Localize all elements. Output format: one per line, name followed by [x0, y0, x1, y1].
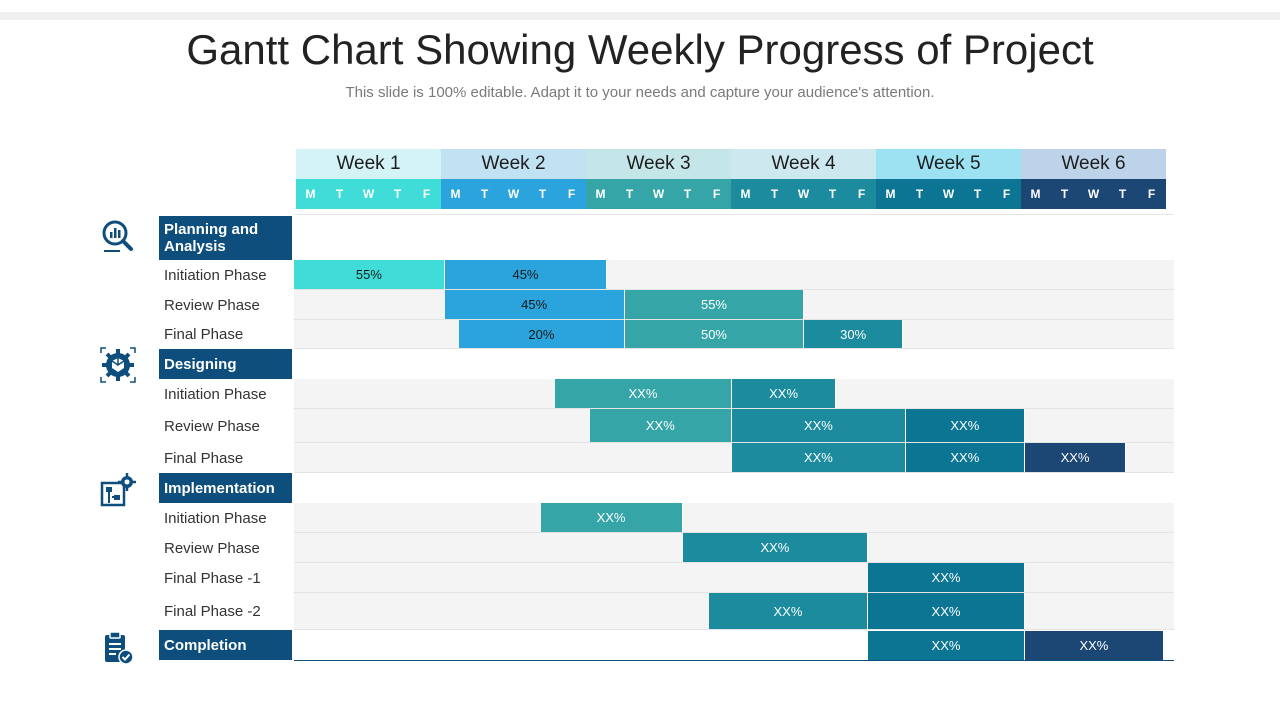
day-header: F: [1137, 179, 1166, 209]
section-header: Designing: [159, 349, 292, 379]
day-header: M: [876, 179, 905, 209]
day-header: T: [325, 179, 354, 209]
day-header: T: [1050, 179, 1079, 209]
day-header: M: [441, 179, 470, 209]
phase-label: Final Phase -1: [164, 569, 261, 587]
section-header: Completion: [159, 630, 292, 660]
day-header: T: [673, 179, 702, 209]
gantt-bar: 45%: [444, 260, 608, 289]
day-header: T: [818, 179, 847, 209]
row-background: [294, 563, 1174, 592]
day-header: M: [731, 179, 760, 209]
row-divider: [294, 562, 1174, 563]
week-header: Week 4: [731, 149, 876, 179]
phase-label: Final Phase: [164, 326, 244, 343]
day-header: F: [992, 179, 1021, 209]
chart-baseline: [294, 660, 1174, 661]
gantt-bar: 30%: [804, 320, 903, 348]
row-background: [294, 503, 1174, 532]
header-rule: [294, 214, 1174, 215]
row-divider: [294, 289, 1174, 290]
day-header: T: [760, 179, 789, 209]
day-header: M: [1021, 179, 1050, 209]
phase-label: Review Phase: [164, 417, 260, 435]
analysis-magnifier-icon: [100, 218, 136, 254]
page-title: Gantt Chart Showing Weekly Progress of P…: [186, 26, 1094, 73]
gantt-bar: XX%: [731, 379, 837, 408]
row-divider: [294, 348, 1174, 349]
phase-label: Initiation Phase: [164, 266, 267, 284]
gantt-bar: XX%: [868, 631, 1025, 660]
gantt-bar: XX%: [731, 409, 906, 442]
gantt-bar: 55%: [624, 290, 805, 319]
gantt-bar: XX%: [682, 533, 869, 562]
gantt-bar: XX%: [555, 379, 732, 408]
gantt-bar: 50%: [624, 320, 805, 348]
row-divider: [294, 532, 1174, 533]
phase-label: Final Phase: [164, 449, 244, 467]
phase-label: Initiation Phase: [164, 509, 267, 527]
gantt-bar: XX%: [731, 443, 906, 472]
clipboard-check-icon: [100, 630, 136, 666]
week-header: Week 2: [441, 149, 586, 179]
day-header: T: [905, 179, 934, 209]
day-header: T: [615, 179, 644, 209]
gantt-bar: 55%: [294, 260, 445, 289]
day-header: W: [499, 179, 528, 209]
gantt-bar: XX%: [540, 503, 683, 532]
day-header: T: [528, 179, 557, 209]
gantt-bar: XX%: [1024, 443, 1127, 472]
page-subtitle: This slide is 100% editable. Adapt it to…: [345, 84, 935, 101]
row-divider: [294, 408, 1174, 409]
gantt-bar: XX%: [868, 563, 1025, 592]
gantt-bar: XX%: [1024, 631, 1164, 660]
gantt-bar: XX%: [868, 593, 1025, 629]
gantt-bar: XX%: [708, 593, 869, 629]
phase-label: Final Phase -2: [164, 603, 261, 620]
circuit-gear-icon: [100, 473, 136, 509]
day-header: F: [412, 179, 441, 209]
day-header: F: [557, 179, 586, 209]
week-header: Week 1: [296, 149, 441, 179]
day-header: F: [702, 179, 731, 209]
gantt-bar: 20%: [459, 320, 625, 348]
day-header: M: [296, 179, 325, 209]
day-header: T: [1108, 179, 1137, 209]
week-header: Week 6: [1021, 149, 1166, 179]
row-divider: [294, 442, 1174, 443]
phase-label: Review Phase: [164, 539, 260, 557]
day-header: T: [963, 179, 992, 209]
day-header: W: [934, 179, 963, 209]
gear-cube-icon: [100, 347, 136, 383]
gantt-bar: XX%: [589, 409, 732, 442]
row-divider: [294, 592, 1174, 593]
top-divider-bar: [0, 12, 1280, 20]
section-header: Implementation: [159, 473, 292, 503]
day-header: T: [383, 179, 412, 209]
week-header: Week 5: [876, 149, 1021, 179]
row-divider: [294, 319, 1174, 320]
gantt-bar: XX%: [905, 443, 1025, 472]
day-header: F: [847, 179, 876, 209]
day-header: W: [644, 179, 673, 209]
phase-label: Initiation Phase: [164, 385, 267, 403]
gantt-bar: XX%: [905, 409, 1025, 442]
phase-label: Review Phase: [164, 296, 260, 314]
section-header: Planning and Analysis: [159, 216, 292, 260]
gantt-bar: 45%: [444, 290, 625, 319]
day-header: M: [586, 179, 615, 209]
day-header: W: [789, 179, 818, 209]
day-header: T: [470, 179, 499, 209]
week-header: Week 3: [586, 149, 731, 179]
row-divider: [294, 472, 1174, 473]
row-divider: [294, 629, 1174, 630]
day-header: W: [1079, 179, 1108, 209]
day-header: W: [354, 179, 383, 209]
